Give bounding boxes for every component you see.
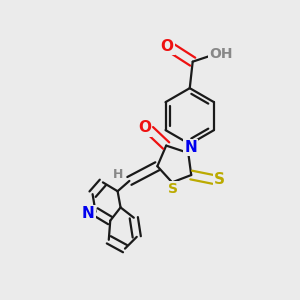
Text: H: H <box>112 168 123 181</box>
Text: S: S <box>168 182 178 196</box>
Text: OH: OH <box>209 47 233 61</box>
Text: O: O <box>138 120 151 135</box>
Text: S: S <box>214 172 225 187</box>
Text: O: O <box>160 39 173 54</box>
Text: N: N <box>184 140 197 155</box>
Text: N: N <box>82 206 94 221</box>
